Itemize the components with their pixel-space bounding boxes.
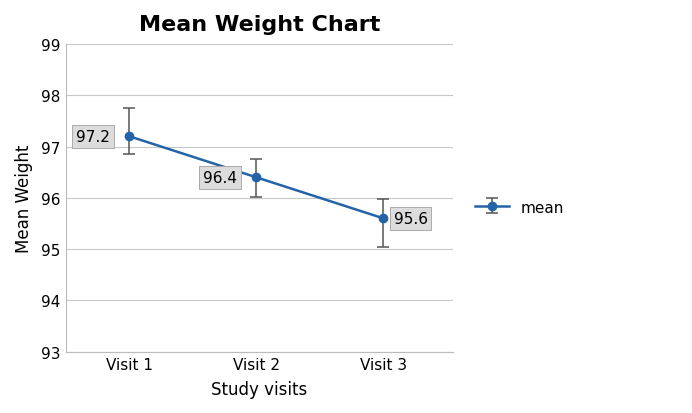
Y-axis label: Mean Weight: Mean Weight bbox=[15, 144, 33, 252]
Title: Mean Weight Chart: Mean Weight Chart bbox=[139, 15, 380, 35]
Text: 96.4: 96.4 bbox=[203, 171, 237, 185]
Text: 97.2: 97.2 bbox=[76, 129, 110, 145]
Text: 95.6: 95.6 bbox=[394, 211, 428, 226]
X-axis label: Study visits: Study visits bbox=[212, 380, 308, 398]
Legend: mean: mean bbox=[468, 194, 570, 221]
